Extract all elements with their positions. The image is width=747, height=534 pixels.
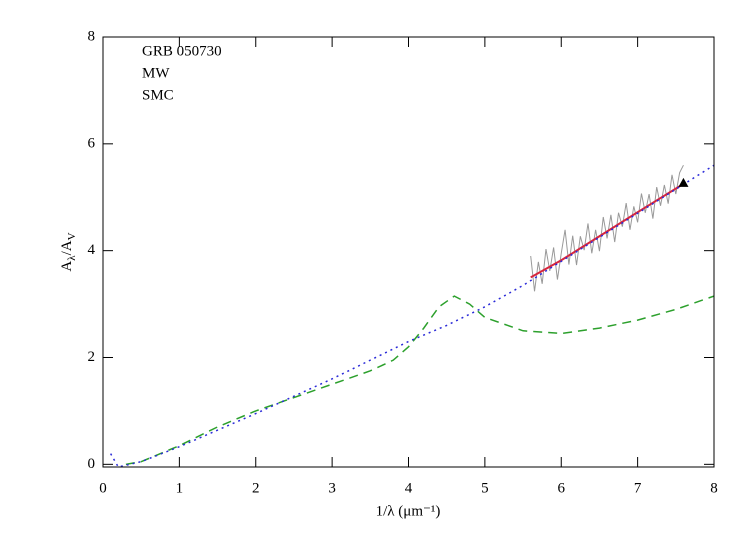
legend-entry: GRB 050730 bbox=[142, 43, 222, 59]
marker-triangle bbox=[678, 177, 689, 187]
series-line bbox=[109, 164, 714, 467]
series-line bbox=[125, 295, 714, 466]
x-tick-label: 4 bbox=[405, 480, 413, 496]
plot-area bbox=[109, 164, 714, 467]
x-tick-label: 2 bbox=[252, 480, 260, 496]
spectrum-line bbox=[530, 164, 684, 292]
x-tick-label: 3 bbox=[328, 480, 336, 496]
y-label-part: λ bbox=[66, 255, 78, 261]
x-tick-label: 6 bbox=[558, 480, 566, 496]
y-label-part: A bbox=[59, 261, 75, 272]
x-tick-label: 7 bbox=[634, 480, 642, 496]
x-tick-label: 8 bbox=[710, 480, 718, 496]
y-axis-label: Aλ/AV bbox=[59, 232, 77, 271]
series-line bbox=[530, 183, 684, 279]
legend-entry: MW bbox=[142, 65, 170, 81]
y-label-part: V bbox=[66, 232, 78, 240]
y-tick-label: 8 bbox=[88, 28, 96, 44]
x-tick-label: 0 bbox=[99, 480, 107, 496]
plot-frame bbox=[102, 36, 715, 468]
legend-entry: SMC bbox=[142, 87, 174, 103]
y-tick-label: 0 bbox=[88, 456, 96, 472]
x-tick-label: 1 bbox=[176, 480, 184, 496]
y-tick-label: 4 bbox=[88, 242, 96, 258]
y-tick-label: 2 bbox=[88, 349, 96, 365]
y-tick-label: 6 bbox=[88, 135, 96, 151]
x-tick-label: 5 bbox=[481, 480, 489, 496]
x-axis-label: 1/λ (μm⁻¹) bbox=[376, 503, 441, 519]
y-label-part: /A bbox=[59, 240, 75, 255]
